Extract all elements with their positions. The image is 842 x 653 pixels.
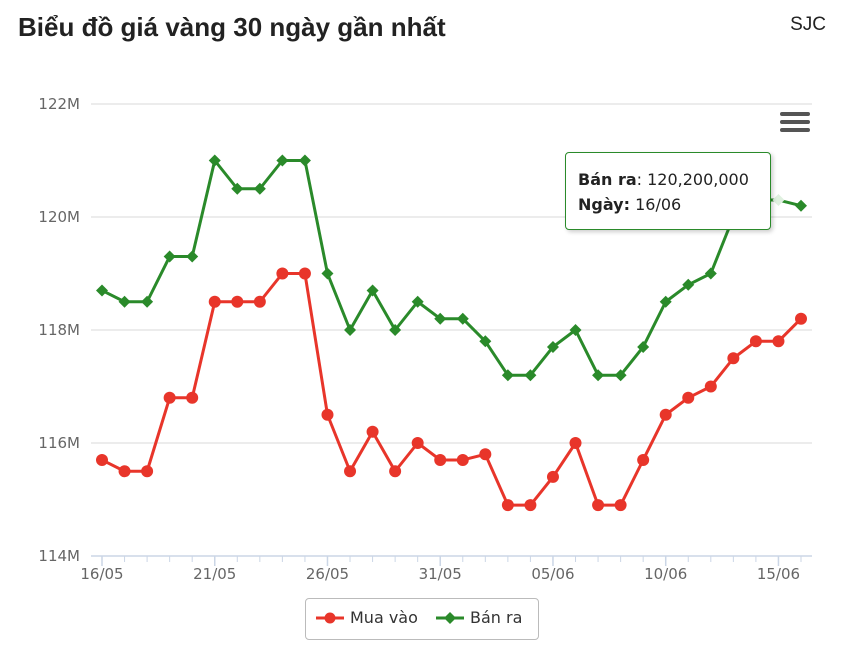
data-point-buy <box>592 499 605 512</box>
legend-item-buy[interactable]: Mua vào <box>316 608 418 627</box>
data-point-buy <box>682 391 695 404</box>
data-point-buy <box>704 380 717 393</box>
data-point-buy <box>546 470 559 483</box>
data-point-buy <box>411 437 424 449</box>
x-tick-label: 21/05 <box>193 565 236 583</box>
data-point-sell <box>276 154 289 167</box>
data-point-sell <box>231 182 244 195</box>
data-point-buy <box>479 448 492 461</box>
data-point-sell <box>524 369 537 382</box>
data-point-sell <box>366 284 379 297</box>
x-tick-label: 10/06 <box>644 565 687 583</box>
brand-label: SJC <box>790 14 826 35</box>
data-point-sell <box>118 295 131 308</box>
chart-tooltip: Bán ra: 120,200,000 Ngày: 16/06 <box>565 152 771 230</box>
data-point-buy <box>186 391 199 404</box>
data-point-buy <box>366 425 379 438</box>
data-point-sell <box>253 182 266 195</box>
data-point-buy <box>276 267 289 280</box>
data-point-buy <box>321 408 334 421</box>
data-point-buy <box>208 295 221 308</box>
data-point-sell <box>456 312 469 325</box>
y-tick-label: 116M <box>38 434 80 452</box>
data-point-buy <box>727 352 740 365</box>
data-point-sell <box>389 324 402 336</box>
data-point-sell <box>411 295 424 308</box>
y-tick-label: 114M <box>38 547 80 565</box>
chart-title: Biểu đồ giá vàng 30 ngày gần nhất <box>18 12 446 42</box>
data-point-buy <box>456 453 469 466</box>
x-tick-label: 31/05 <box>419 565 462 583</box>
data-point-buy <box>772 335 785 348</box>
data-point-buy <box>118 465 131 478</box>
data-point-sell <box>682 278 695 291</box>
data-point-sell <box>479 335 492 348</box>
y-tick-label: 120M <box>38 208 80 226</box>
data-point-buy <box>96 453 108 466</box>
data-point-sell <box>163 250 176 263</box>
series-line-sell <box>101 159 802 377</box>
hamburger-icon-bar <box>780 128 810 132</box>
data-point-buy <box>389 465 402 478</box>
data-point-buy <box>524 499 537 512</box>
data-point-sell <box>659 295 672 308</box>
hamburger-icon-bar <box>780 120 810 124</box>
data-point-buy <box>298 267 311 280</box>
legend-circle-marker-icon <box>316 612 344 623</box>
y-tick-label: 122M <box>38 95 80 113</box>
data-point-buy <box>231 295 244 308</box>
x-tick-label: 16/05 <box>80 565 123 583</box>
data-point-buy <box>344 465 357 478</box>
data-point-buy <box>434 453 447 466</box>
data-point-sell <box>344 324 357 336</box>
x-tick-label: 05/06 <box>531 565 574 583</box>
data-point-buy <box>253 295 266 308</box>
tooltip-value: 120,200,000 <box>647 170 749 189</box>
data-point-buy <box>163 391 176 404</box>
data-point-buy <box>569 437 582 449</box>
data-point-sell <box>141 295 154 308</box>
hamburger-icon <box>780 112 810 116</box>
data-point-sell <box>434 312 447 325</box>
data-point-sell <box>704 267 717 280</box>
legend-label-sell: Bán ra <box>470 608 523 627</box>
data-point-buy <box>795 312 807 325</box>
data-point-sell <box>569 324 582 336</box>
chart-legend: Mua vào Bán ra <box>305 598 539 640</box>
x-tick-label: 26/05 <box>306 565 349 583</box>
legend-label-buy: Mua vào <box>350 608 418 627</box>
data-point-sell <box>321 267 334 280</box>
data-point-sell <box>501 369 514 382</box>
data-point-sell <box>208 154 221 167</box>
tooltip-date-label: Ngày: <box>578 195 630 214</box>
data-point-sell <box>795 199 807 212</box>
data-point-buy <box>141 465 154 478</box>
data-point-sell <box>592 369 605 382</box>
data-point-sell <box>772 194 785 207</box>
data-point-sell <box>186 250 199 263</box>
legend-item-sell[interactable]: Bán ra <box>436 608 522 627</box>
y-tick-label: 118M <box>38 321 80 339</box>
data-point-sell <box>298 154 311 167</box>
data-point-sell <box>96 284 108 297</box>
data-point-sell <box>614 369 627 382</box>
data-point-sell <box>637 340 650 353</box>
data-point-buy <box>637 453 650 466</box>
x-tick-label: 15/06 <box>757 565 800 583</box>
data-point-buy <box>659 408 672 421</box>
data-point-buy <box>501 499 514 512</box>
data-point-buy <box>614 499 627 512</box>
chart-menu-button[interactable] <box>780 112 810 138</box>
data-point-sell <box>546 340 559 353</box>
legend-diamond-marker-icon <box>436 611 464 624</box>
tooltip-series-label: Bán ra <box>578 170 637 189</box>
data-point-buy <box>749 335 762 348</box>
series-line-buy <box>101 272 803 507</box>
tooltip-date: 16/06 <box>635 195 682 214</box>
